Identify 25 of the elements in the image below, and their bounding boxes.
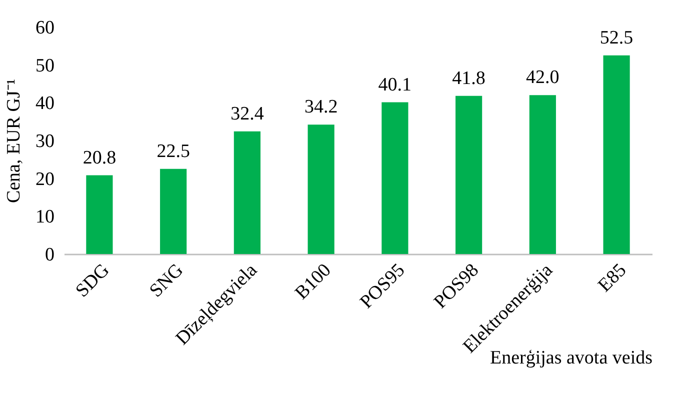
- data-label: 22.5: [156, 140, 190, 162]
- bar: [86, 175, 113, 254]
- x-tick-label: E85: [594, 260, 631, 296]
- bar: [603, 55, 630, 254]
- data-label: 41.8: [452, 68, 486, 89]
- bar: [160, 168, 187, 254]
- y-tick-label: 20: [36, 168, 54, 190]
- data-label: 40.1: [378, 74, 412, 96]
- y-tick-label: 0: [45, 244, 54, 266]
- bar: [529, 95, 556, 254]
- data-label: 34.2: [304, 96, 338, 118]
- y-axis-title: Cena, EUR GJ⁻¹: [4, 78, 24, 204]
- bar: [382, 102, 408, 254]
- data-label: 32.4: [230, 103, 264, 124]
- y-tick-label: 30: [36, 131, 54, 152]
- data-label: 42.0: [526, 67, 560, 88]
- bar: [456, 96, 482, 254]
- y-tick-label: 10: [36, 206, 54, 228]
- y-tick-label: 40: [36, 93, 54, 114]
- y-tick-label: 60: [36, 18, 54, 38]
- bar: [234, 131, 260, 254]
- bar: [308, 124, 334, 254]
- data-label: 52.5: [600, 27, 634, 48]
- data-label: 20.8: [82, 147, 116, 168]
- y-tick-label: 50: [36, 55, 54, 76]
